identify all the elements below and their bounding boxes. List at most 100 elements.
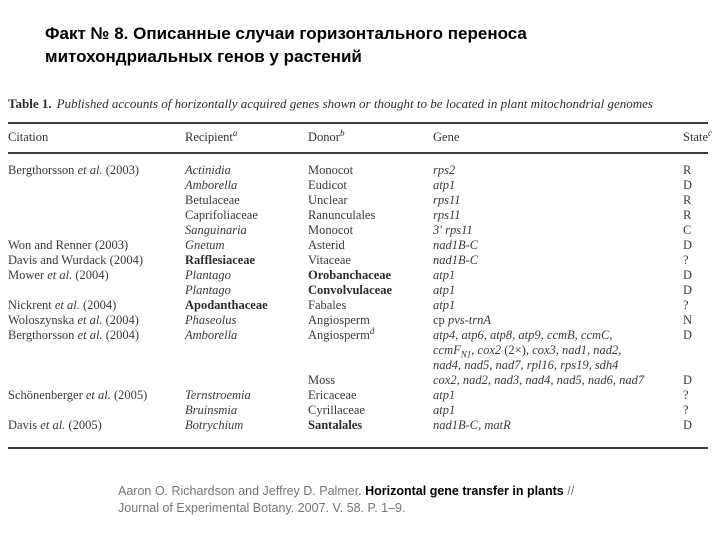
- cell-gene: nad1B-C: [433, 253, 683, 268]
- cell-gene: 3′ rps11: [433, 223, 683, 238]
- reference-separator: //: [563, 484, 575, 498]
- cell-citation: [8, 193, 185, 208]
- table-caption: Table 1. Published accounts of horizontal…: [8, 96, 708, 112]
- cell-recipient: Plantago: [185, 268, 231, 282]
- cell-donor: Unclear: [308, 193, 348, 207]
- cell-citation: [8, 403, 185, 418]
- table-row: Caprifoliaceae Ranunculales rps11 R: [8, 208, 708, 223]
- table-body: Bergthorsson et al. (2003) Actinidia Monoc…: [8, 154, 708, 447]
- cell-state: ?: [683, 253, 689, 267]
- cell-gene: atp1: [433, 283, 683, 298]
- gene-line: cox2, nad2, nad3, nad4, nad5, nad6, nad7: [433, 373, 645, 387]
- cell-state: D: [683, 238, 693, 252]
- table-row: Moss cox2, nad2, nad3, nad4, nad5, nad6, …: [8, 373, 708, 388]
- cell-donor: Santalales: [308, 418, 363, 432]
- gene-line: nad1B-C, matR: [433, 418, 511, 432]
- table-row: Davis et al. (2005) Botrychium Santalales n…: [8, 418, 708, 433]
- slide-title-line1: Факт № 8. Описанные случаи горизонтально…: [45, 24, 527, 43]
- gene-line: atp1: [433, 298, 456, 312]
- cell-recipient: [185, 373, 308, 388]
- cell-citation: Won and Renner (2003): [8, 238, 129, 252]
- cell-state: C: [683, 223, 692, 237]
- cell-state: D: [683, 268, 693, 282]
- column-header-recipient: Recipienta: [185, 127, 238, 144]
- cell-state: N: [683, 313, 693, 327]
- reference-citation: Aaron O. Richardson and Jeffrey D. Palme…: [118, 483, 658, 517]
- table-row: Woloszynska et al. (2004) Phaseolus Angios…: [8, 313, 708, 328]
- column-header-donor: Donorb: [308, 127, 345, 144]
- cell-citation: Woloszynska et al. (2004): [8, 313, 139, 327]
- table-rule-top: [8, 122, 708, 124]
- gene-line: nad1B-C: [433, 238, 479, 252]
- cell-recipient: Plantago: [185, 283, 231, 297]
- cell-citation: Nickrent et al. (2004): [8, 298, 117, 312]
- cell-state: R: [683, 208, 692, 222]
- cell-donor: Monocot: [308, 163, 354, 177]
- cell-citation: Davis et al. (2005): [8, 418, 102, 432]
- reference-authors: Aaron O. Richardson and Jeffrey D. Palme…: [118, 484, 366, 498]
- table-row: Plantago Convolvulaceae atp1 D: [8, 283, 708, 298]
- gene-line: atp1: [433, 283, 456, 297]
- reference-paper-title: Horizontal gene transfer in plants: [365, 484, 564, 498]
- reference-line1: Aaron O. Richardson and Jeffrey D. Palme…: [118, 483, 658, 500]
- table-caption-text: Published accounts of horizontally acqui…: [56, 96, 653, 111]
- gene-line: rps2: [433, 163, 456, 177]
- cell-state: D: [683, 283, 693, 297]
- cell-donor: Orobanchaceae: [308, 268, 392, 282]
- table-row: Sanguinaria Monocot 3′ rps11 C: [8, 223, 708, 238]
- cell-gene: rps11: [433, 193, 683, 208]
- cell-citation: [8, 283, 185, 298]
- table-row: Davis and Wurdack (2004) Rafflesiaceae Vit…: [8, 253, 708, 268]
- cell-recipient: Sanguinaria: [185, 223, 247, 237]
- column-header-state: Statec: [683, 127, 712, 144]
- cell-state: ?: [683, 403, 689, 417]
- cell-state: D: [683, 328, 693, 342]
- gene-line: rps11: [433, 193, 461, 207]
- cell-citation: [8, 223, 185, 238]
- cell-gene: atp1: [433, 298, 683, 313]
- table-row: Won and Renner (2003) Gnetum Asterid nad1B-…: [8, 238, 708, 253]
- cell-gene: atp1: [433, 403, 683, 418]
- cell-gene: cp pvs-trnA: [433, 313, 683, 328]
- gene-line: cp pvs-trnA: [433, 313, 491, 327]
- slide-title: Факт № 8. Описанные случаи горизонтально…: [45, 22, 665, 68]
- cell-gene: rps2: [433, 163, 683, 178]
- cell-state: R: [683, 193, 692, 207]
- cell-gene: atp1: [433, 178, 683, 193]
- journal-table: Table 1. Published accounts of horizontal…: [8, 96, 712, 449]
- cell-state: R: [683, 163, 692, 177]
- cell-recipient: Ternstroemia: [185, 388, 251, 402]
- gene-line: atp1: [433, 268, 456, 282]
- cell-citation: Bergthorsson et al. (2004): [8, 328, 140, 342]
- gene-line: 3′ rps11: [433, 223, 473, 237]
- cell-gene: nad1B-C: [433, 238, 683, 253]
- cell-recipient: Amborella: [185, 178, 238, 192]
- table-header-row: Citation Recipienta Donorb Gene Statec: [8, 124, 712, 152]
- table-row: Amborella Eudicot atp1 D: [8, 178, 708, 193]
- column-header-gene: Gene: [433, 130, 460, 144]
- cell-donor: Moss: [308, 373, 336, 387]
- table-row: Bergthorsson et al. (2003) Actinidia Monoc…: [8, 163, 708, 178]
- cell-recipient: Botrychium: [185, 418, 244, 432]
- cell-donor: Angiosperm: [308, 313, 370, 327]
- cell-citation: Bergthorsson et al. (2003): [8, 163, 140, 177]
- cell-recipient: Apodanthaceae: [185, 298, 268, 312]
- table-rule-bottom: [8, 447, 708, 449]
- gene-line: ccmFN1, cox2 (2×), cox3, nad1, nad2,: [433, 343, 622, 360]
- cell-donor: Convolvulaceae: [308, 283, 393, 297]
- cell-gene: atp4, atp6, atp8, atp9, ccmB, ccmC, ccmFN…: [433, 328, 683, 373]
- cell-recipient: Betulaceae: [185, 193, 240, 207]
- gene-line: rps11: [433, 208, 461, 222]
- cell-donor: Vitaceae: [308, 253, 351, 267]
- cell-recipient: Phaseolus: [185, 313, 237, 327]
- cell-state: D: [683, 418, 693, 432]
- cell-recipient: Bruinsmia: [185, 403, 238, 417]
- cell-donor: Eudicot: [308, 178, 347, 192]
- table-row: Bruinsmia Cyrillaceae atp1?: [8, 403, 708, 418]
- cell-donor: Ranunculales: [308, 208, 376, 222]
- table-row: Schönenberger et al. (2005) Ternstroemia E…: [8, 388, 708, 403]
- cell-donor: Cyrillaceae: [308, 403, 365, 417]
- cell-donor: Angiospermd: [308, 325, 375, 342]
- cell-citation: Mower et al. (2004): [8, 268, 109, 282]
- cell-recipient: Caprifoliaceae: [185, 208, 258, 222]
